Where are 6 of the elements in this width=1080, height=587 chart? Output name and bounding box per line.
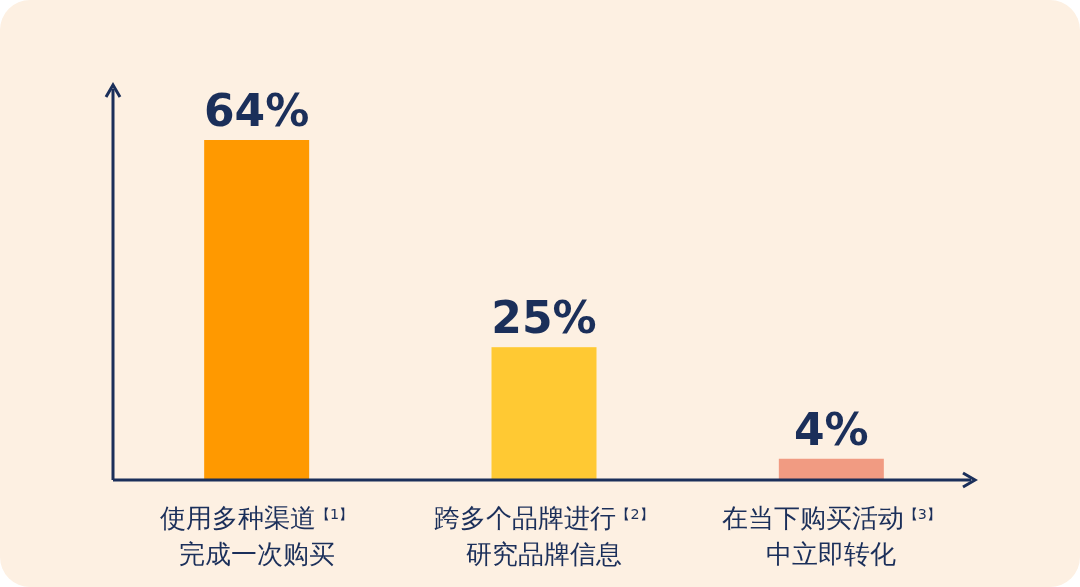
data-label: 64% — [204, 85, 310, 136]
category-label: 使用多种渠道$^{【1】}$完成一次购买 — [160, 503, 354, 569]
data-label: 4% — [793, 403, 869, 455]
data-label: 25% — [491, 292, 597, 344]
category-label: 跨多个品牌进行$^{【2】}$研究品牌信息 — [434, 503, 654, 569]
category-label: 在当下购买活动$^{【3】}$中立即转化 — [721, 503, 941, 569]
